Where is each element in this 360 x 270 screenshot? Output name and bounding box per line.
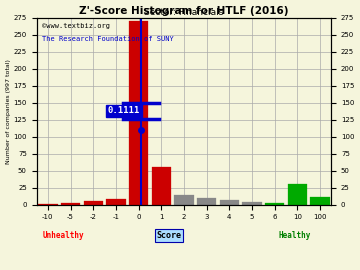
Bar: [129, 21, 148, 205]
Bar: [38, 204, 58, 205]
Bar: [242, 202, 261, 205]
Text: Unhealthy: Unhealthy: [42, 231, 84, 240]
Bar: [197, 198, 216, 205]
Y-axis label: Number of companies (997 total): Number of companies (997 total): [5, 59, 10, 164]
Bar: [265, 203, 284, 205]
Bar: [220, 200, 239, 205]
Bar: [288, 184, 307, 205]
Bar: [174, 195, 194, 205]
Text: Healthy: Healthy: [278, 231, 311, 240]
Title: Z'-Score Histogram for HTLF (2016): Z'-Score Histogram for HTLF (2016): [79, 6, 289, 16]
Text: Score: Score: [157, 231, 182, 240]
Text: ©www.textbiz.org: ©www.textbiz.org: [42, 23, 111, 29]
Bar: [310, 197, 329, 205]
Bar: [61, 203, 80, 205]
Text: The Research Foundation of SUNY: The Research Foundation of SUNY: [42, 36, 174, 42]
Bar: [84, 201, 103, 205]
Text: 0.1111: 0.1111: [108, 106, 140, 115]
Bar: [152, 167, 171, 205]
Bar: [106, 199, 126, 205]
Text: Sector: Financials: Sector: Financials: [144, 8, 224, 17]
